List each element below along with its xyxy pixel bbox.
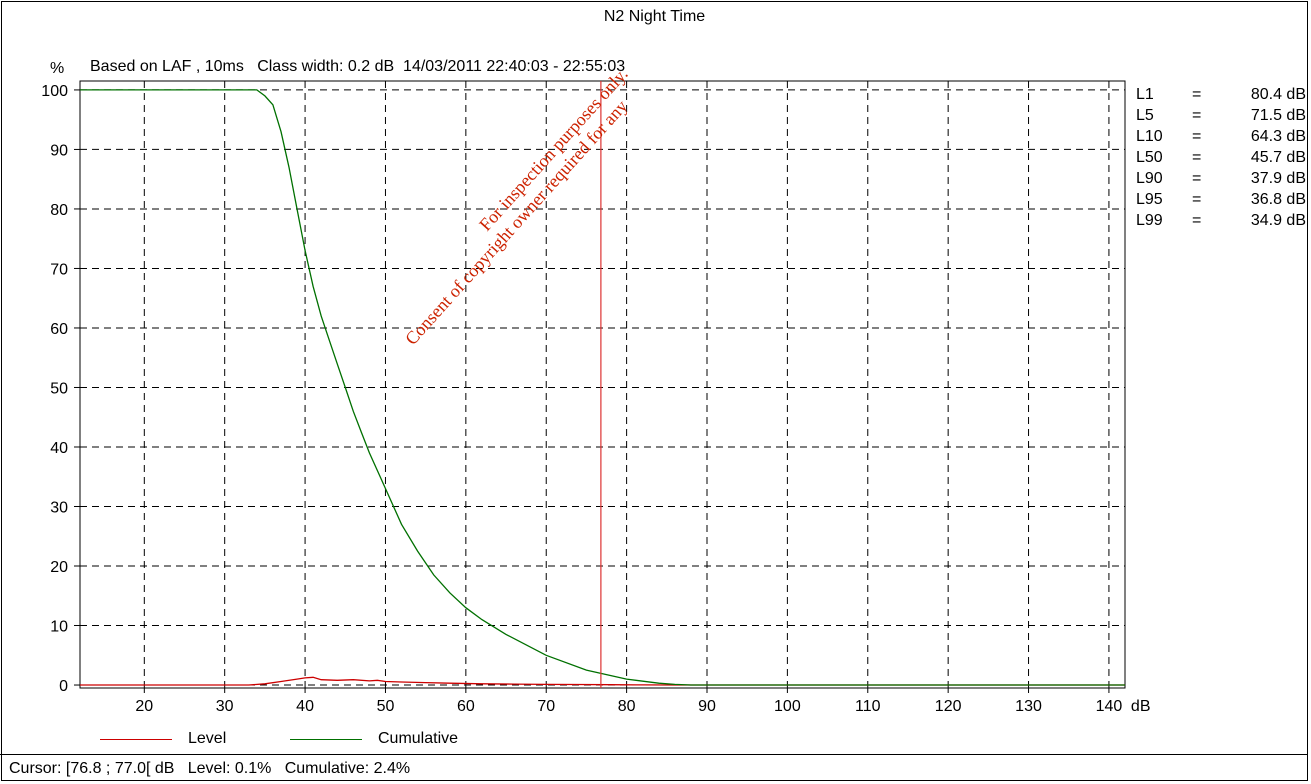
x-tick-label: 90	[698, 698, 716, 715]
stat-name: L95	[1136, 191, 1163, 208]
x-tick-label: 130	[1015, 698, 1042, 715]
legend: Level Cumulative	[0, 728, 700, 750]
x-tick-label: 80	[618, 698, 636, 715]
stat-name: L5	[1136, 107, 1154, 124]
y-tick-label: 60	[50, 321, 68, 338]
x-tick-label: 100	[774, 698, 801, 715]
stat-value: 45.7 dB	[1250, 149, 1306, 166]
x-tick-label: 50	[377, 698, 395, 715]
stat-value: 64.3 dB	[1250, 128, 1306, 145]
stat-name: L1	[1136, 86, 1154, 103]
stat-row-l5: L5 = 71.5 dB	[1136, 105, 1306, 126]
x-tick-label: 120	[935, 698, 962, 715]
stat-value: 37.9 dB	[1250, 170, 1306, 187]
stat-value: 36.8 dB	[1250, 191, 1306, 208]
y-tick-label: 100	[41, 83, 68, 100]
stat-row-l1: L1 = 80.4 dB	[1136, 84, 1306, 105]
y-tick-label: 30	[50, 499, 68, 516]
status-bar: Cursor: [76.8 ; 77.0[ dB Level: 0.1% Cum…	[0, 754, 1307, 781]
series-line-level	[80, 676, 1125, 686]
stat-value: 34.9 dB	[1250, 212, 1306, 229]
stat-equals: =	[1192, 191, 1202, 208]
stat-equals: =	[1192, 149, 1202, 166]
y-tick-label: 0	[59, 678, 68, 695]
stat-row-l90: L90 = 37.9 dB	[1136, 168, 1306, 189]
stat-equals: =	[1192, 170, 1202, 187]
stat-name: L10	[1136, 128, 1163, 145]
y-tick-label: 80	[50, 202, 68, 219]
x-tick-label: 40	[296, 698, 314, 715]
x-axis: 20 30 40 50 60 70 80 90 100 110 120 130 140 dB	[135, 688, 1151, 715]
x-tick-label: 70	[537, 698, 555, 715]
y-axis: 0 10 20 30 40 50 60 70 80 90 100	[41, 83, 80, 695]
chart-title: N2 Night Time	[603, 8, 706, 25]
x-tick-label: 140	[1096, 698, 1123, 715]
x-tick-label: 20	[135, 698, 153, 715]
stat-equals: =	[1192, 212, 1202, 229]
legend-label-level: Level	[188, 730, 227, 747]
y-tick-label: 50	[50, 380, 68, 397]
stat-value: 71.5 dB	[1250, 107, 1306, 124]
y-tick-label: 70	[50, 261, 68, 278]
y-tick-label: 90	[50, 142, 68, 159]
stat-row-l10: L10 = 64.3 dB	[1136, 126, 1306, 147]
statistics-panel: L1 = 80.4 dB L5 = 71.5 dB L10 = 64.3 dB L50 = 45.7 …	[1136, 84, 1306, 231]
stat-row-l99: L99 = 34.9 dB	[1136, 210, 1306, 231]
y-tick-label: 20	[50, 559, 68, 576]
x-tick-label: 60	[457, 698, 475, 715]
stat-equals: =	[1192, 128, 1202, 145]
legend-swatch-level	[100, 739, 172, 740]
x-tick-label: 110	[855, 698, 881, 715]
legend-swatch-cumulative	[290, 739, 362, 740]
chart-subtitle: Based on LAF , 10ms Class width: 0.2 dB …	[90, 58, 626, 75]
stat-name: L90	[1136, 170, 1163, 187]
y-axis-unit: %	[50, 60, 65, 77]
y-tick-label: 10	[50, 619, 68, 636]
legend-label-cumulative: Cumulative	[378, 730, 459, 747]
stat-equals: =	[1192, 107, 1202, 124]
stat-row-l50: L50 = 45.7 dB	[1136, 147, 1306, 168]
plot-border	[79, 80, 1126, 689]
series	[80, 89, 1125, 686]
stat-row-l95: L95 = 36.8 dB	[1136, 189, 1306, 210]
stat-value: 80.4 dB	[1250, 86, 1306, 103]
series-line-cumulative	[80, 89, 1125, 686]
grid	[80, 81, 1125, 688]
y-tick-label: 40	[50, 440, 68, 457]
stat-name: L99	[1136, 212, 1163, 229]
x-axis-unit: dB	[1131, 698, 1151, 715]
stat-name: L50	[1136, 149, 1163, 166]
x-tick-label: 30	[216, 698, 234, 715]
stat-equals: =	[1192, 86, 1202, 103]
cursor-status-text: Cursor: [76.8 ; 77.0[ dB Level: 0.1% Cum…	[9, 760, 411, 777]
